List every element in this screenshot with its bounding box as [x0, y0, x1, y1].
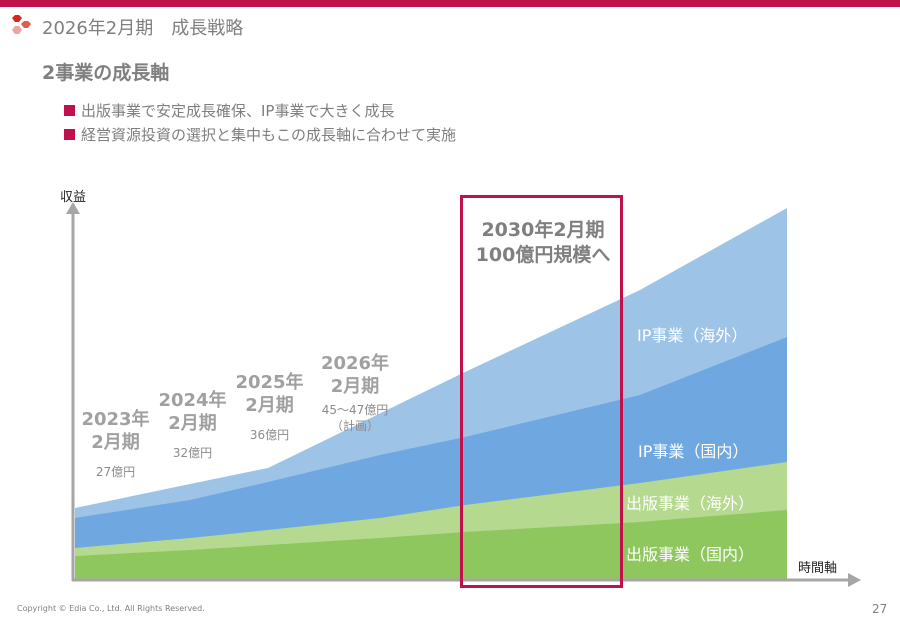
bullet-square-icon — [64, 129, 75, 140]
segment-label-ip-domestic: IP事業（国内） — [638, 442, 749, 461]
target-label: 2030年2月期 100億円規模へ — [463, 218, 623, 268]
x-axis-arrow-icon — [848, 573, 861, 587]
period-year: 2026年 — [320, 353, 390, 374]
period-2025: 2025年 2月期 36億円 — [232, 371, 307, 443]
period-amount: 32億円 — [172, 446, 213, 460]
period-amount: 36億円 — [249, 428, 290, 442]
period-2024: 2024年 2月期 32億円 — [155, 389, 230, 461]
period-year: 2025年 — [235, 372, 304, 393]
y-axis-arrow-icon — [66, 202, 80, 214]
period-month: 2月期 — [168, 413, 217, 434]
segment-label-ip-overseas: IP事業（海外） — [637, 326, 748, 345]
page-number: 27 — [872, 602, 888, 616]
period-year: 2023年 — [81, 409, 150, 430]
segment-label-publishing-overseas: 出版事業（海外） — [626, 494, 755, 513]
period-amount: 45～47億円 — [321, 403, 389, 417]
bullet-item: 経営資源投資の選択と集中もこの成長軸に合わせて実施 — [64, 124, 456, 145]
y-axis-label: 収益 — [60, 190, 87, 205]
period-year: 2024年 — [158, 390, 227, 411]
period-2023: 2023年 2月期 27億円 — [78, 408, 153, 480]
x-axis-label: 時間軸 — [798, 561, 838, 576]
period-month: 2月期 — [245, 395, 294, 416]
page-title: 2026年2月期 成長戦略 — [42, 18, 244, 39]
section-heading: 2事業の成長軸 — [42, 62, 170, 84]
bullet-text: 経営資源投資の選択と集中もこの成長軸に合わせて実施 — [81, 126, 457, 144]
top-accent-bar — [0, 0, 900, 7]
bullet-item: 出版事業で安定成長確保、IP事業で大きく成長 — [64, 100, 394, 121]
period-amount: 27億円 — [95, 465, 136, 479]
bullet-square-icon — [64, 105, 75, 116]
period-month: 2月期 — [330, 376, 380, 397]
bullet-text: 出版事業で安定成長確保、IP事業で大きく成長 — [81, 102, 395, 120]
area-publishing-domestic — [75, 510, 787, 580]
target-period: 2030年2月期 — [481, 219, 605, 241]
period-note: （計画） — [330, 419, 379, 433]
target-revenue: 100億円規模へ — [475, 244, 611, 266]
period-month: 2月期 — [91, 432, 140, 453]
segment-label-publishing-domestic: 出版事業（国内） — [626, 545, 755, 564]
period-2026: 2026年 2月期 45～47億円 （計画） — [310, 352, 400, 434]
hexagon-cluster-logo — [12, 15, 31, 34]
target-highlight-box — [460, 195, 623, 588]
copyright: Copyright © Edia Co., Ltd. All Rights Re… — [17, 604, 205, 613]
